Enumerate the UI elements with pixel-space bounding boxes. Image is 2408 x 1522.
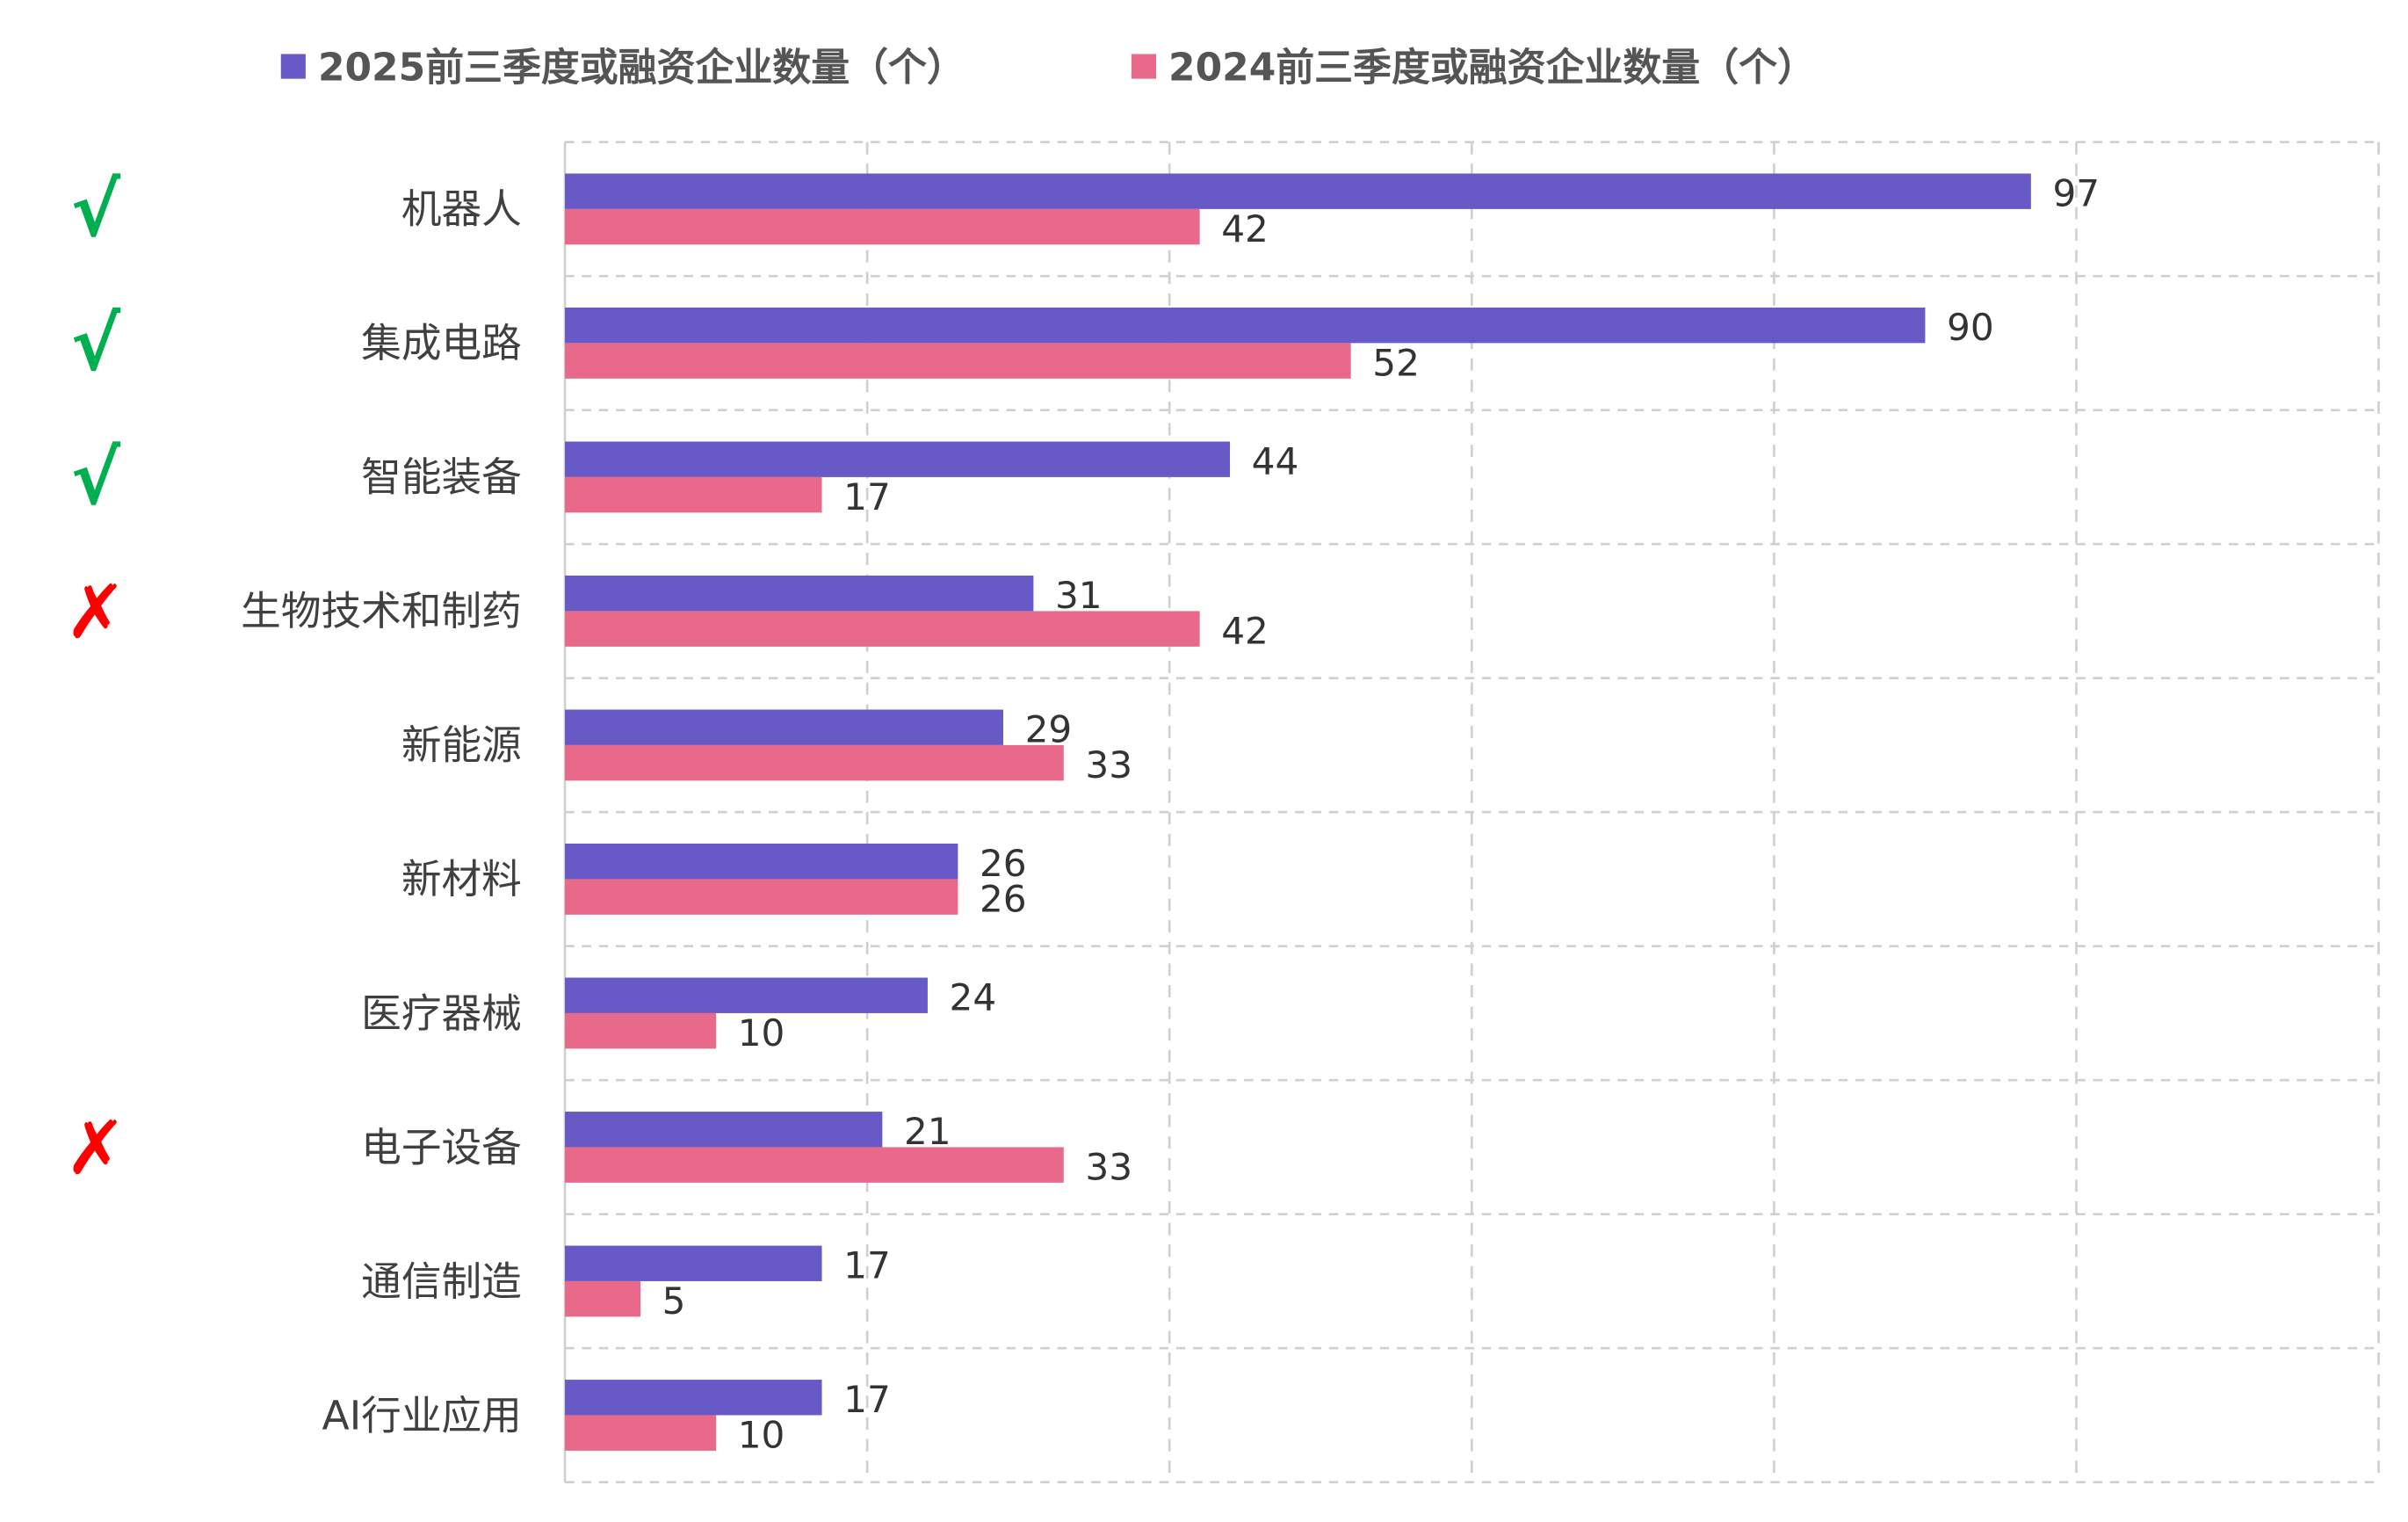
bar-2025	[565, 977, 928, 1013]
category-label: 通信制造	[361, 1258, 522, 1305]
category-label: 新材料	[401, 856, 522, 902]
category-label: 生物技术和制药	[241, 588, 522, 634]
bar-2024	[565, 1012, 717, 1049]
data-label: 29	[1025, 707, 1073, 750]
data-label: 26	[980, 877, 1027, 920]
bar-2025	[565, 1380, 822, 1416]
bar-2025	[565, 576, 1034, 612]
bar-2025	[565, 1245, 822, 1281]
data-label: 44	[1252, 439, 1299, 482]
legend-label: 2024前三季度或融资企业数量（个）	[1168, 45, 1816, 90]
bar-2025	[565, 307, 1926, 344]
data-label: 10	[738, 1011, 785, 1055]
category-label: 智能装备	[361, 454, 522, 501]
bar-2025	[565, 441, 1231, 477]
bar-2024	[565, 343, 1351, 379]
check-mark-icon: √	[71, 167, 121, 253]
category-label: 电子设备	[361, 1124, 522, 1170]
bar-2024	[565, 1415, 717, 1451]
data-label: 24	[950, 975, 997, 1018]
category-label: AI行业应用	[322, 1392, 521, 1439]
bar-2024	[565, 476, 822, 513]
bar-2025	[565, 173, 2031, 209]
bar-2025	[565, 844, 958, 880]
data-label: 33	[1085, 743, 1132, 786]
check-mark-icon: √	[71, 301, 121, 387]
legend-label: 2025前三季度或融资企业数量（个）	[318, 45, 965, 90]
data-label: 90	[1947, 306, 1994, 349]
check-mark-icon: √	[71, 435, 121, 521]
data-label: 21	[904, 1110, 951, 1153]
cross-mark-icon: ✗	[65, 1105, 127, 1191]
category-label: 医疗器械	[361, 990, 522, 1037]
data-label: 31	[1055, 574, 1103, 617]
data-label: 17	[843, 475, 891, 518]
data-label: 26	[980, 842, 1027, 885]
data-label: 17	[843, 1378, 891, 1421]
data-label: 17	[843, 1243, 891, 1286]
data-label: 10	[738, 1413, 785, 1456]
bar-2025	[565, 709, 1003, 745]
bar-2024	[565, 208, 1200, 245]
legend-swatch	[1131, 54, 1156, 79]
data-label: 33	[1085, 1145, 1132, 1188]
data-label: 97	[2052, 171, 2100, 214]
cross-mark-icon: ✗	[65, 569, 127, 655]
data-label: 42	[1221, 609, 1269, 652]
category-label: 机器人	[401, 186, 522, 233]
category-label: 新能源	[401, 722, 522, 769]
category-label: 集成电路	[361, 320, 522, 366]
bar-2024	[565, 1147, 1064, 1183]
bar-2024	[565, 1280, 641, 1317]
legend-swatch	[280, 54, 306, 79]
data-label: 5	[662, 1279, 686, 1323]
bar-2024	[565, 744, 1064, 781]
bar-2024	[565, 611, 1200, 647]
data-label: 52	[1372, 341, 1420, 384]
bar-2024	[565, 879, 958, 915]
bar-2025	[565, 1112, 883, 1148]
data-label: 42	[1221, 207, 1269, 250]
